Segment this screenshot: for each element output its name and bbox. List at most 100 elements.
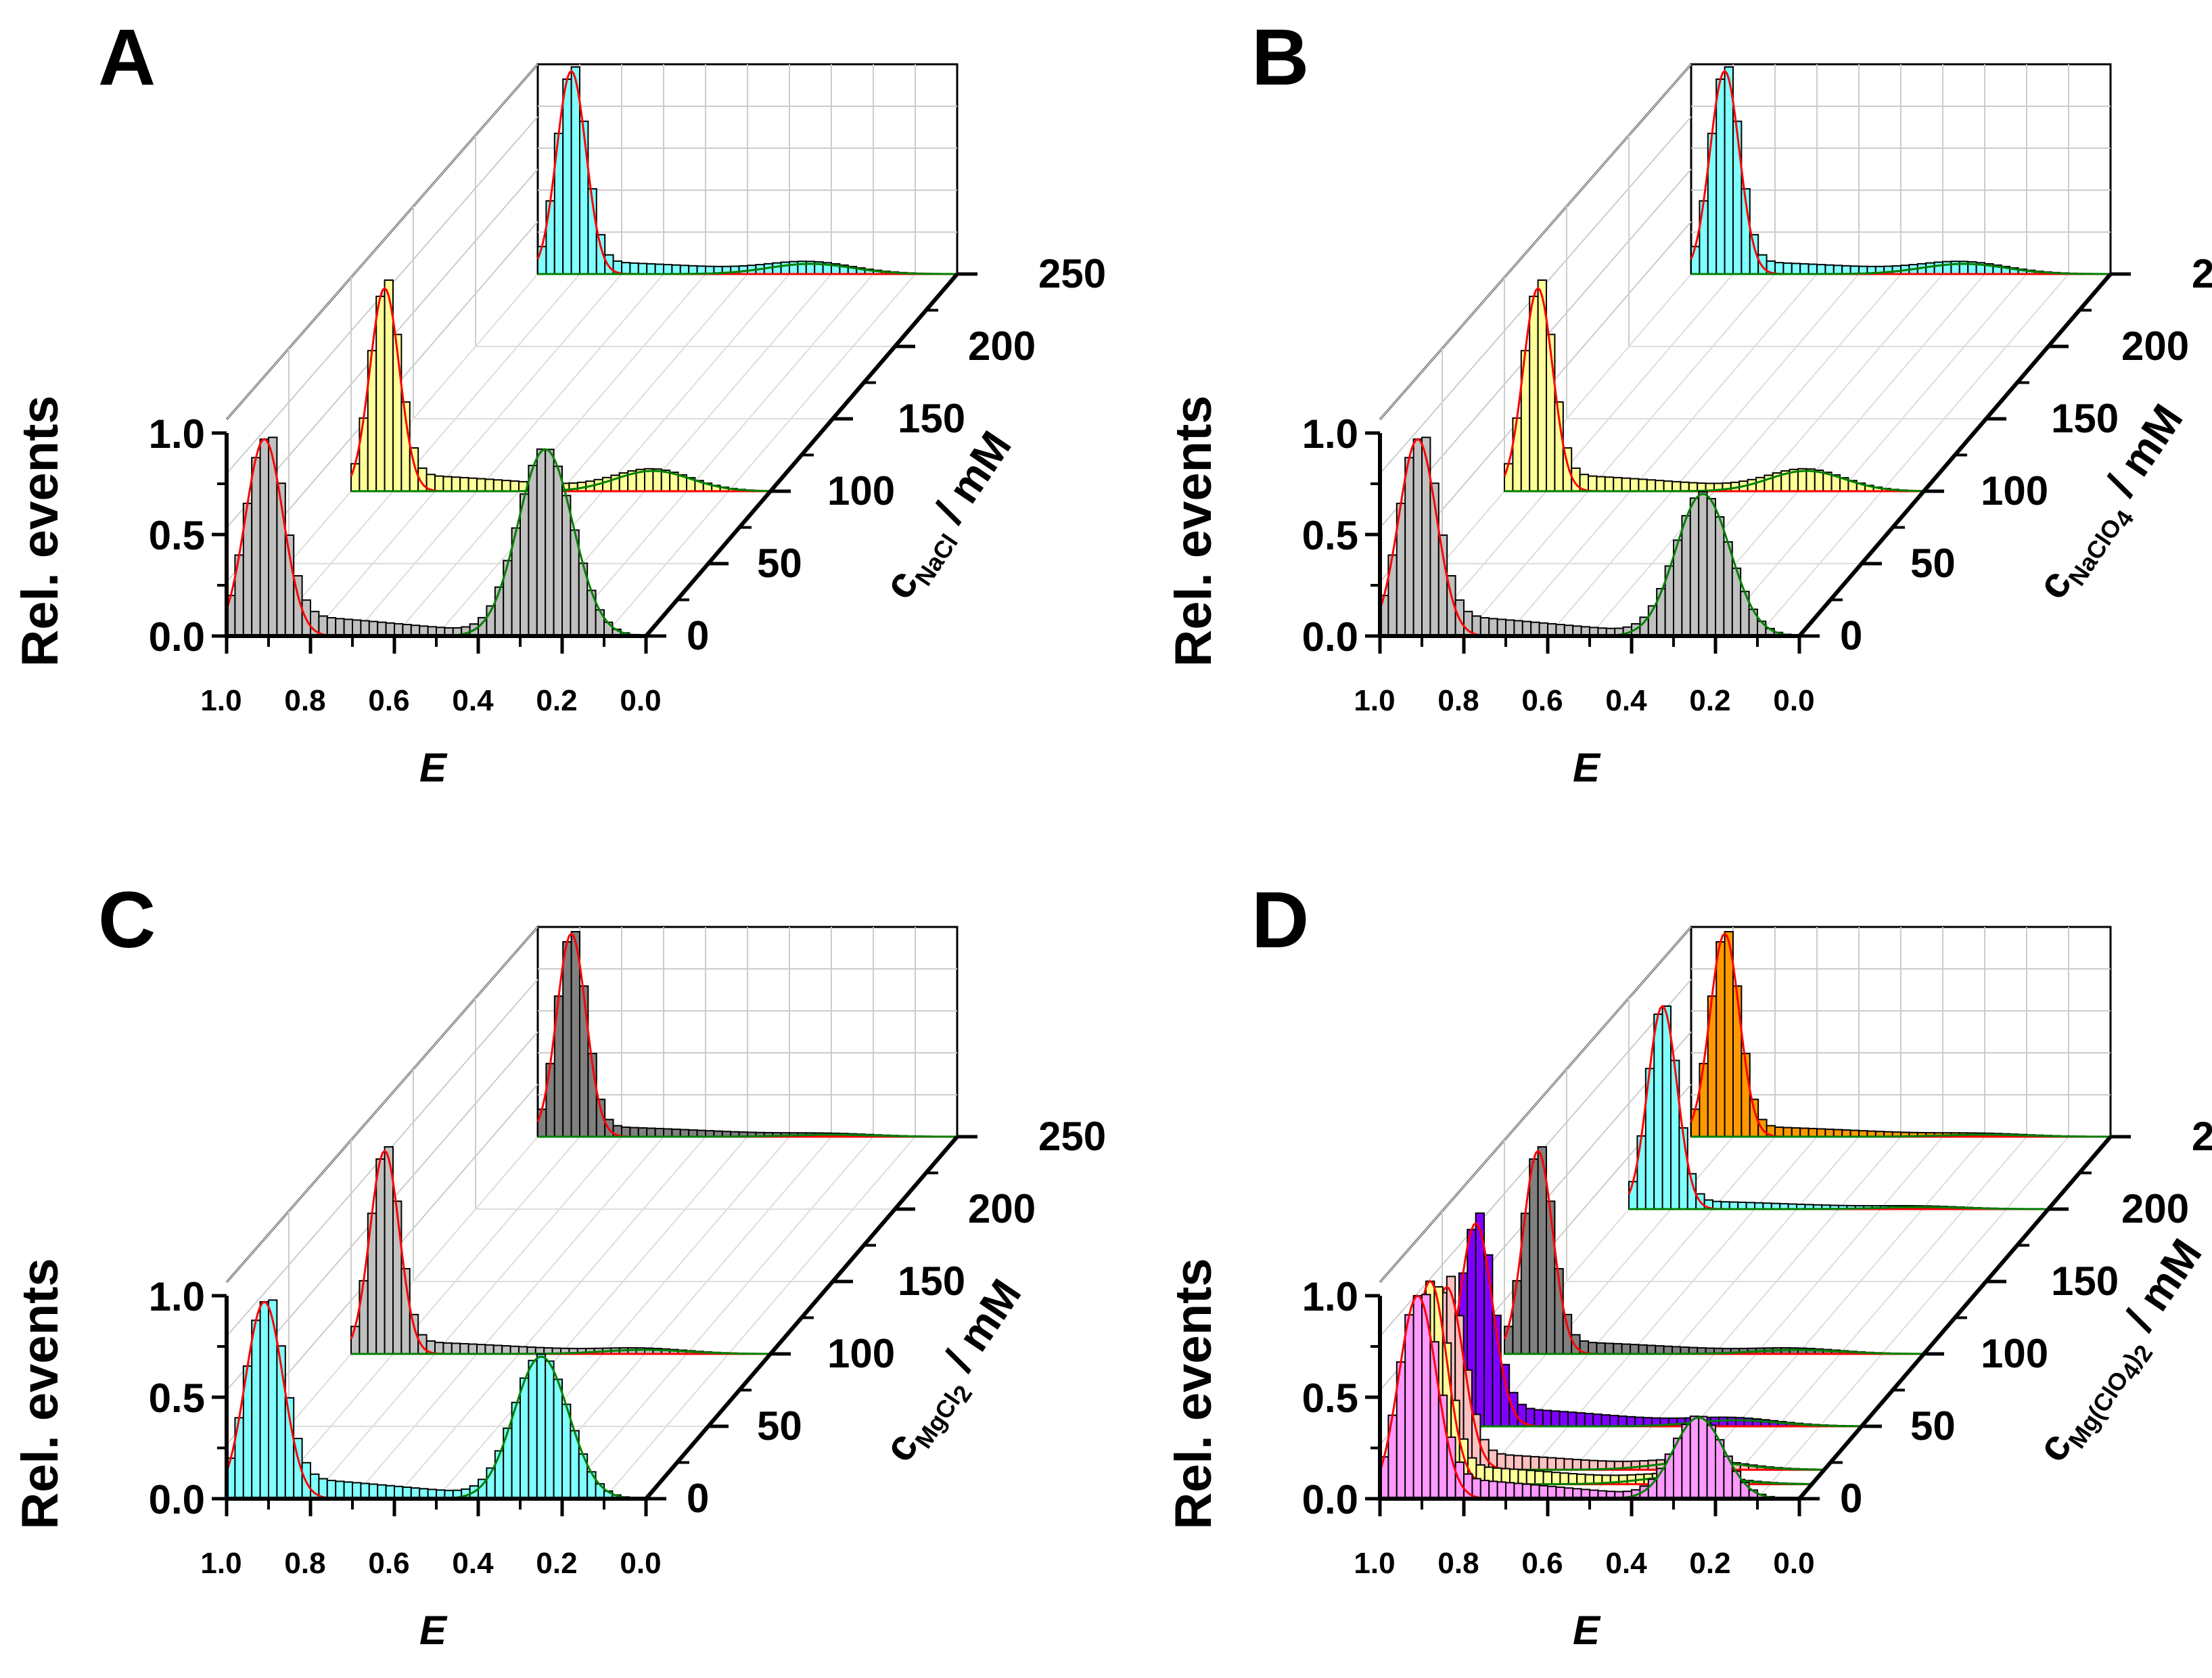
histogram-bar — [545, 1360, 555, 1499]
x-tick-label: 0.2 — [536, 684, 577, 717]
histogram-bar — [1664, 1453, 1674, 1499]
histogram-bar — [501, 480, 511, 492]
axes: 1.0 0.8 0.6 0.4 0.2 0.0 E 0.0 0.5 1.0 Rel. events 0… — [1165, 1114, 2212, 1653]
z-tick-label: 50 — [757, 541, 802, 586]
histogram-bar — [442, 1342, 453, 1355]
histogram-bar — [1805, 468, 1816, 493]
y-tick-label: 1.0 — [1302, 411, 1358, 457]
histogram-bar — [1655, 1345, 1665, 1355]
z-axis-label-part: NaClO — [2063, 514, 2127, 591]
series-c-250 — [1690, 66, 2111, 275]
histogram-bar — [1496, 618, 1507, 637]
histogram-bar — [1546, 1200, 1556, 1355]
histogram-bar — [352, 1482, 362, 1500]
histogram-bar — [251, 457, 261, 637]
histogram-bar — [520, 1377, 530, 1500]
histogram-bar — [1638, 1344, 1648, 1355]
histogram-bar — [1933, 261, 1943, 275]
histogram-bar — [375, 295, 386, 492]
histogram-bar — [1782, 1127, 1793, 1137]
x-tick-label: 0.0 — [620, 1547, 661, 1580]
z-tick-label: 250 — [1038, 1114, 1106, 1159]
histogram-bar — [1706, 1424, 1716, 1499]
x-tick-label: 0.8 — [1437, 1547, 1479, 1580]
histogram-bar — [679, 265, 690, 275]
histogram-bar — [476, 1344, 486, 1355]
histogram-bar — [1663, 480, 1673, 492]
z-tick-label: 0 — [687, 613, 709, 658]
series-c-200 — [1628, 1004, 2049, 1210]
fit-curve-low-fret — [1691, 1133, 2111, 1138]
floor-gridline — [1757, 273, 2069, 637]
histogram-bar — [1689, 497, 1700, 637]
histogram-bar — [1656, 587, 1666, 637]
back-wall — [536, 63, 959, 274]
floor-gridline — [1547, 1136, 1860, 1499]
histogram-bar — [1479, 617, 1490, 637]
histogram-bar — [1698, 1415, 1708, 1500]
histogram-bar — [1534, 1470, 1544, 1485]
histogram-bar — [335, 1480, 345, 1500]
floor-gridline — [436, 273, 748, 637]
floor-gridline — [436, 1136, 748, 1499]
x-tick-label: 0.4 — [1605, 684, 1647, 717]
histogram-bar — [1718, 1416, 1728, 1427]
x-tick-label: 0.6 — [368, 684, 409, 717]
x-axis-label: E — [1573, 1608, 1601, 1653]
histogram-bar — [377, 1484, 387, 1500]
z-tick-label: 150 — [2051, 1258, 2119, 1304]
histogram-bar — [467, 477, 478, 492]
histogram-bar — [1807, 263, 1818, 275]
histogram-bar — [442, 476, 453, 493]
side-wall-gridline — [1379, 926, 1692, 1283]
floor-gridline — [561, 1136, 874, 1499]
histogram-bar — [1513, 1482, 1523, 1499]
x-tick-label: 0.8 — [284, 684, 325, 717]
histogram-bar — [1571, 1459, 1582, 1471]
fit-curve-low-fret — [538, 263, 957, 275]
histogram-bar — [1816, 1128, 1826, 1137]
histogram-bar — [1504, 1454, 1515, 1471]
fit-curve-high-fret — [1404, 1286, 1824, 1471]
series-c-0 — [225, 1299, 647, 1500]
fit-curve-low-fret — [1442, 1419, 1862, 1428]
side-wall — [225, 64, 539, 583]
histogram-bar — [1488, 618, 1498, 637]
histogram-bar — [1699, 1062, 1709, 1137]
histogram-bar — [1824, 1128, 1835, 1138]
y-tick-label: 1.0 — [149, 411, 205, 457]
histogram-bar — [780, 261, 790, 275]
histogram-bar — [579, 985, 589, 1137]
floor-gridline — [1547, 273, 1860, 637]
y-tick-label: 0.5 — [149, 1376, 205, 1421]
histogram-bar — [1550, 1410, 1561, 1428]
floor-gridline — [352, 273, 664, 637]
histogram-bar — [1757, 254, 1768, 275]
histogram-bar — [1737, 1201, 1747, 1210]
histogram-bar — [537, 1108, 547, 1137]
histogram-bar — [663, 1128, 673, 1137]
histogram-bar — [1529, 1455, 1540, 1471]
z-tick-label: 200 — [968, 1186, 1036, 1231]
histogram-bar — [1404, 457, 1414, 637]
z-tick-label: 50 — [1910, 541, 1956, 586]
histogram-bar — [1512, 417, 1522, 492]
histogram-bar — [1782, 262, 1793, 275]
floor-gridline — [1589, 1136, 1902, 1499]
side-wall-gridline — [226, 978, 538, 1337]
histogram-bar — [1723, 541, 1733, 637]
x-tick-label: 1.0 — [1354, 1547, 1395, 1580]
histogram-bar — [1706, 498, 1716, 637]
x-tick-label: 0.0 — [1773, 684, 1814, 717]
histogram-bar — [1728, 1201, 1739, 1210]
histogram-bar — [1653, 1013, 1663, 1210]
x-tick-label: 0.6 — [1521, 684, 1563, 717]
histogram-bar — [1404, 1314, 1414, 1499]
floor-gridline — [1421, 273, 1734, 637]
floor-grid — [1379, 273, 2111, 637]
histogram-bar — [434, 1342, 444, 1355]
histogram-bar — [375, 1158, 386, 1355]
x-tick-label: 0.0 — [1773, 1547, 1814, 1580]
histogram-bar — [1512, 1279, 1522, 1355]
y-tick-label: 0.5 — [1302, 513, 1358, 558]
